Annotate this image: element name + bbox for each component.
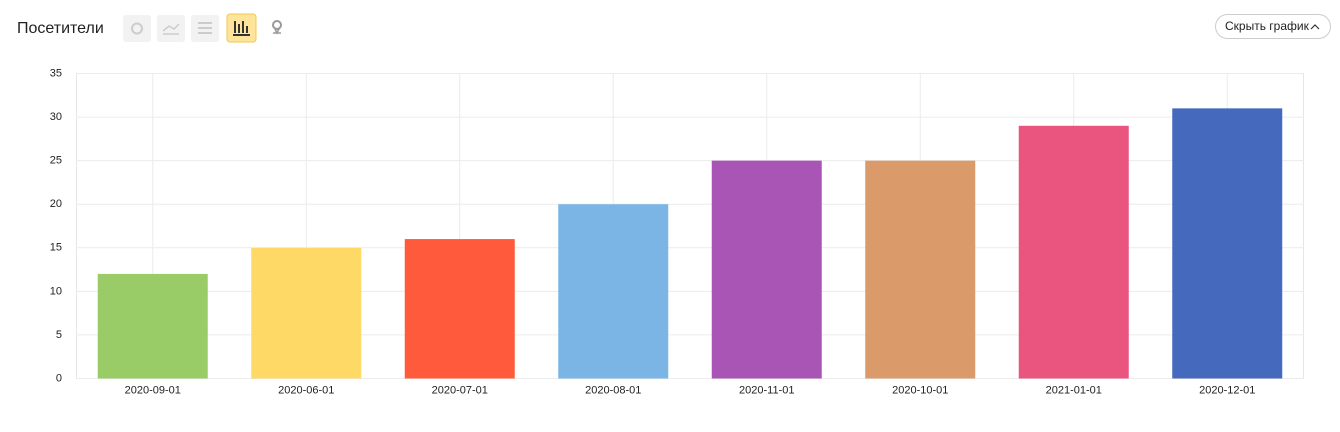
y-tick-label: 20 — [50, 198, 62, 210]
chart-title: Посетители — [17, 20, 104, 37]
y-tick-label: 0 — [56, 372, 62, 384]
x-tick-label: 2020-06-01 — [278, 384, 334, 396]
map-icon — [272, 20, 282, 30]
x-tick-label: 2020-07-01 — [432, 384, 488, 396]
y-tick-label: 10 — [50, 285, 62, 297]
y-tick-label: 35 — [50, 67, 62, 79]
y-tick-label: 30 — [50, 111, 62, 123]
bar-icon — [233, 21, 250, 36]
bar — [251, 247, 362, 379]
bar — [97, 273, 208, 379]
bar — [404, 239, 515, 379]
x-tick-label: 2020-12-01 — [1199, 384, 1255, 396]
x-tick-label: 2020-08-01 — [585, 384, 641, 396]
x-tick-label: 2020-11-01 — [739, 384, 794, 396]
hide-chart-label: Скрыть график — [1225, 19, 1310, 33]
y-tick-label: 5 — [56, 329, 62, 341]
bar — [1018, 125, 1129, 379]
line-icon — [162, 23, 180, 35]
x-tick-label: 2020-09-01 — [125, 384, 181, 396]
bar — [711, 160, 822, 379]
chevron-up — [1310, 24, 1320, 30]
area-icon — [198, 22, 212, 34]
x-tick-label: 2021-01-01 — [1046, 384, 1102, 396]
bar — [1172, 108, 1283, 379]
pie-view-button[interactable] — [123, 15, 151, 42]
hide-chart-button[interactable] — [1215, 14, 1331, 39]
bar — [558, 204, 669, 379]
pie-icon — [131, 22, 143, 35]
y-tick-label: 15 — [50, 242, 62, 254]
line-view-button[interactable] — [157, 15, 185, 42]
bar — [865, 160, 976, 379]
map-icon-base — [273, 28, 281, 35]
y-tick-label: 25 — [50, 155, 62, 167]
map-view-button[interactable] — [272, 20, 282, 35]
x-tick-label: 2020-10-01 — [892, 384, 948, 396]
bar-view-button[interactable] — [226, 13, 257, 43]
